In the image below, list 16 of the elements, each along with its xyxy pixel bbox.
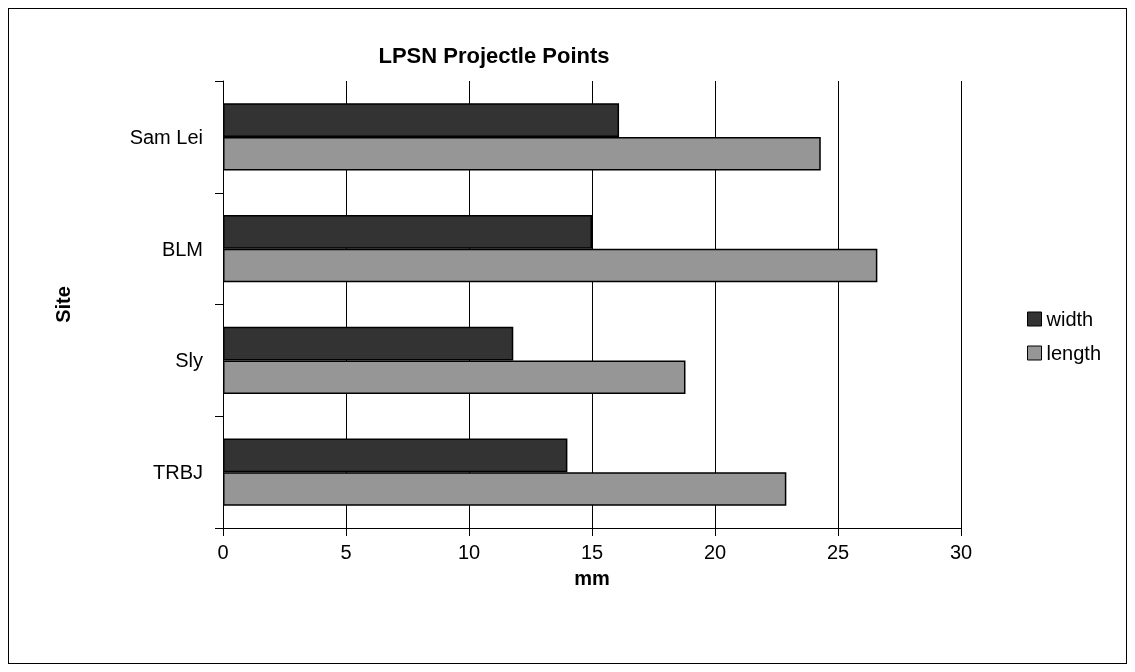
x-tick-label: 15	[580, 541, 604, 563]
x-tick-label: 0	[217, 541, 229, 563]
y-tick-label: Sly	[175, 349, 203, 372]
y-axis-title: Site	[52, 286, 74, 323]
legend-label: length	[1046, 342, 1102, 364]
x-axis-title: mm	[574, 567, 610, 589]
chart-title: LPSN Projectle Points	[378, 42, 610, 68]
y-tick-label: BLM	[161, 237, 203, 260]
x-tick-label: 5	[340, 541, 352, 563]
y-tick-label: Sam Lei	[129, 125, 203, 148]
x-tick-label: 25	[826, 541, 850, 563]
y-tick-label: TRBJ	[153, 461, 203, 484]
x-tick-label: 30	[949, 541, 973, 563]
x-tick-label: 20	[703, 541, 727, 563]
legend-label: width	[1045, 308, 1094, 330]
x-tick-label: 10	[457, 541, 481, 563]
